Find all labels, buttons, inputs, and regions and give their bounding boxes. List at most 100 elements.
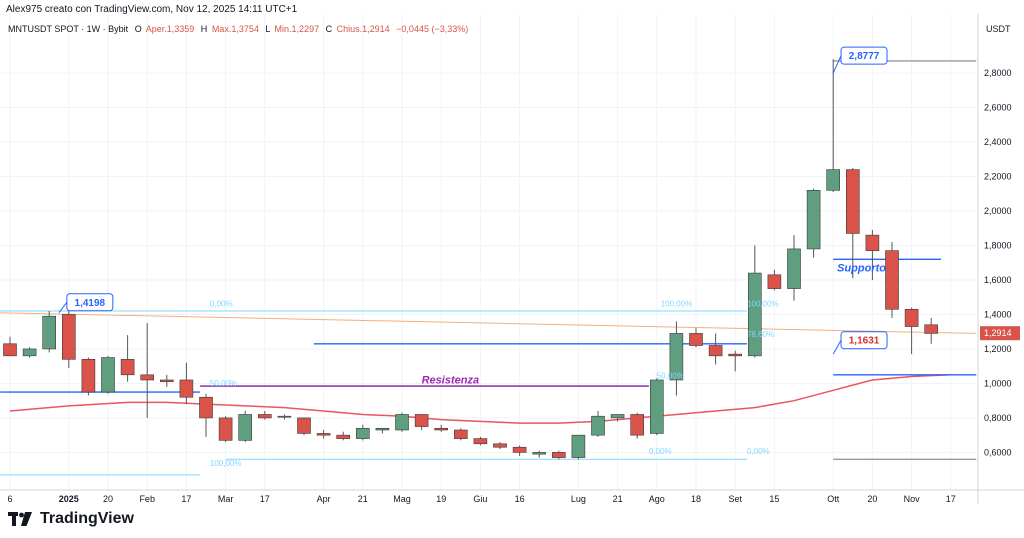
horizontal-lines-layer <box>0 60 977 476</box>
candle <box>728 350 743 372</box>
x-tick-label: 16 <box>515 494 525 504</box>
candle-body-down <box>865 234 880 251</box>
chart-area[interactable]: 0,00% 50,00% 100,00% 100,00% 50,00% 0,00% 78,6… <box>0 14 1024 504</box>
ohlc-o-value: Aper.1,3359 <box>146 24 195 34</box>
svg-text:MNTUSDT SPOT · 1W · Bybit: MNTUSDT SPOT · 1W · Bybit O Aper.1,3359 … <box>8 24 468 34</box>
candlestick-chart[interactable]: 0,00% 50,00% 100,00% 100,00% 50,00% 0,00% 78,6… <box>0 14 1024 504</box>
x-tick-label: Nov <box>904 494 921 504</box>
ohlc-l-value: Min.1,2297 <box>275 24 320 34</box>
candle-body-down <box>199 396 213 419</box>
fib-label-50-mid: 50,00% <box>657 371 684 380</box>
candle-body-up <box>571 434 586 458</box>
fib-label-0-right: 0,00% <box>747 447 770 456</box>
candle-body-up <box>591 415 605 436</box>
candle-body-up <box>395 414 409 431</box>
candle-body-down <box>179 379 194 398</box>
x-tick-label: 18 <box>691 494 701 504</box>
brand-name: TradingView <box>40 510 134 527</box>
tradingview-logo-icon <box>8 512 32 526</box>
x-tick-label: Ott <box>827 494 840 504</box>
candle-body-down <box>767 274 782 289</box>
candle <box>355 424 370 441</box>
x-tick-label: 20 <box>103 494 113 504</box>
price-callout-low-pointer <box>832 339 842 355</box>
candle-body-up <box>806 189 821 250</box>
price-callout-low-box <box>840 331 888 350</box>
x-tick-label: Set <box>728 494 742 504</box>
candle <box>199 393 213 437</box>
candle-body-down <box>885 250 899 310</box>
candle-body-down <box>297 417 311 434</box>
currency-label: USDT <box>986 24 1011 34</box>
x-tick-label: Mag <box>393 494 411 504</box>
candle <box>42 311 57 353</box>
candle-body-down <box>81 358 96 393</box>
last-price-tag <box>980 326 1020 341</box>
price-callout-peak-left-box <box>66 293 114 312</box>
candle-body-up <box>610 414 625 419</box>
fib-label-100-mid: 100,00% <box>661 300 693 309</box>
candle-body-up <box>532 452 547 455</box>
candle <box>767 269 782 291</box>
candle-body-up <box>277 415 292 418</box>
symbol-line: MNTUSDT SPOT · 1W · Bybit <box>8 24 129 34</box>
fib-label-100-right: 100,00% <box>747 300 779 309</box>
candle-body-down <box>845 169 860 234</box>
x-tick-label: 17 <box>260 494 270 504</box>
candle <box>277 414 292 420</box>
candle <box>493 442 507 449</box>
candle-body-up <box>238 414 252 441</box>
candle-body-down <box>689 333 703 346</box>
candle-body-down <box>630 414 645 436</box>
candle <box>885 242 899 318</box>
support-label: Supporto <box>837 262 886 274</box>
ohlc-l-label: L <box>265 24 270 34</box>
price-callout-high-box <box>840 46 888 65</box>
candle <box>160 374 174 387</box>
price-callout-peak-left-pointer <box>58 301 68 314</box>
y-tick-label: 1,6000 <box>984 275 1012 285</box>
candle-body-down <box>493 443 507 448</box>
fib-label-50-left: 50,00% <box>210 379 237 388</box>
candle <box>571 434 586 460</box>
price-callout-high-pointer <box>832 55 842 74</box>
x-tick-label: 17 <box>181 494 191 504</box>
candle-body-up <box>22 348 37 357</box>
x-tick-label: 21 <box>358 494 368 504</box>
candle-body-up <box>355 427 370 439</box>
candle-body-down <box>414 414 429 427</box>
candle <box>865 229 880 280</box>
x-tick-label: 19 <box>436 494 446 504</box>
candle <box>806 188 821 258</box>
y-tick-label: 0,8000 <box>984 413 1012 423</box>
y-tick-label: 1,8000 <box>984 240 1012 250</box>
candle <box>22 347 37 358</box>
candle <box>336 431 351 441</box>
resistance-label: Resistenza <box>422 374 479 386</box>
candle-body-down <box>61 314 76 360</box>
candles-layer <box>3 59 939 460</box>
ohlc-c-value: Chius.1,2914 <box>337 24 390 34</box>
price-callout-peak-left: 1,4198 <box>75 298 106 309</box>
legend: MNTUSDT SPOT · 1W · Bybit O Aper.1,3359 … <box>8 24 468 34</box>
candle <box>904 307 919 355</box>
candle <box>532 450 547 458</box>
candle-body-down <box>728 353 743 357</box>
y-tick-label: 2,0000 <box>984 206 1012 216</box>
ohlc-h-value: Max.1,3754 <box>212 24 259 34</box>
candle-body-down <box>257 414 272 419</box>
y-tick-label: 2,2000 <box>984 172 1012 182</box>
y-tick-label: 2,8000 <box>984 68 1012 78</box>
y-tick-label: 0,6000 <box>984 447 1012 457</box>
candle <box>120 335 135 382</box>
ohlc-change: −0,0445 (−3,33%) <box>396 24 468 34</box>
candle <box>81 357 96 396</box>
candle-body-up <box>375 427 390 431</box>
candle-body-up <box>669 333 684 381</box>
x-tick-label: Apr <box>317 494 331 504</box>
y-tick-label: 1,2000 <box>984 344 1012 354</box>
x-tick-label: 15 <box>769 494 779 504</box>
candle <box>512 445 527 456</box>
x-tick-label: Lug <box>571 494 586 504</box>
candle <box>375 427 390 434</box>
